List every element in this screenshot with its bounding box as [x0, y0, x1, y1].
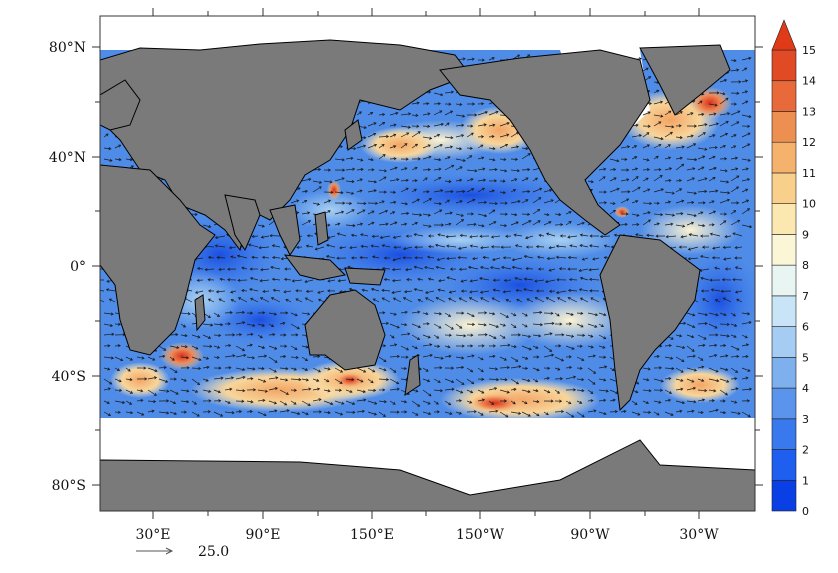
hot-zones [160, 87, 732, 413]
colorbar-tick-label: 11 [802, 167, 816, 180]
pale-zones [380, 120, 740, 355]
colorbar-tick-label: 0 [802, 505, 809, 518]
colorbar-segment [771, 295, 797, 327]
colorbar-tick-label: 6 [802, 321, 809, 334]
colorbar-segment [771, 357, 797, 389]
colorbar-tick-label: 13 [802, 105, 816, 118]
longitude-axis: 30°E 90°E 150°E 150°W 90°W 30°W [135, 8, 719, 543]
reference-vector: 25.0 [136, 544, 229, 560]
lon-tick-label: 30°W [679, 527, 719, 543]
lat-tick-label: 40°N [49, 150, 86, 166]
colorbar-tick-label: 10 [802, 198, 816, 211]
land-masses [100, 39, 755, 511]
lat-tick-label: 80°S [52, 478, 86, 494]
colorbar-tick-label: 2 [802, 444, 809, 457]
lon-tick-label: 150°E [350, 527, 394, 543]
colorbar-segment [771, 172, 797, 204]
colorbar-tick-label: 5 [802, 351, 809, 364]
indochina [269, 204, 301, 256]
colorbar-tick-label: 4 [802, 382, 809, 395]
colorbar-segment [771, 449, 797, 481]
lon-tick-label: 30°E [135, 527, 170, 543]
colorbar-segment [771, 264, 797, 297]
antarctica [100, 439, 755, 511]
colorbar-tick-label: 9 [802, 228, 809, 241]
colorbar-tick-label: 7 [802, 290, 809, 303]
new-zealand [404, 354, 421, 397]
colorbar-overflow-triangle [771, 19, 797, 51]
latitude-axis: 80°N 40°N 0° 40°S 80°S [49, 40, 763, 494]
lon-tick-label: 90°E [245, 527, 280, 543]
europe [100, 79, 141, 131]
colorbar-segment [771, 111, 797, 143]
indonesia [283, 254, 347, 281]
madagascar [194, 294, 206, 332]
eurasia [100, 39, 471, 252]
colorbar-tick-label: 12 [802, 136, 816, 149]
africa [100, 164, 216, 356]
greenland [639, 44, 731, 116]
colorbar-segment [771, 387, 797, 420]
lat-tick-label: 0° [70, 259, 86, 275]
india [224, 194, 261, 252]
new-guinea [344, 267, 386, 286]
colorbar-segment [771, 234, 797, 266]
wind-speed-field [100, 16, 755, 511]
australia [304, 289, 386, 371]
lon-tick-label: 150°W [456, 527, 505, 543]
lon-tick-label: 90°W [570, 527, 610, 543]
colorbar-tick-label: 15 [802, 44, 816, 57]
colorbar-segment [771, 203, 797, 235]
colorbar-segment [771, 418, 797, 450]
colorbar-segment [771, 80, 797, 112]
colorbar-tick-label: 8 [802, 259, 809, 272]
lat-tick-label: 40°S [52, 369, 86, 385]
north-america [439, 49, 651, 236]
colorbar-segment [771, 141, 797, 174]
japan [344, 119, 363, 151]
colorbar-segment [771, 479, 797, 512]
colorbar-tick-label: 1 [802, 474, 809, 487]
reference-vector-value: 25.0 [198, 544, 229, 560]
colorbar-segment [771, 49, 797, 82]
map-frame [99, 15, 756, 512]
philippines [314, 211, 329, 246]
colorbar-tick-label: 14 [802, 75, 816, 88]
south-america [599, 234, 701, 412]
colorbar-tick-label: 3 [802, 413, 809, 426]
lat-tick-label: 80°N [49, 40, 86, 56]
colorbar-segment [771, 326, 797, 358]
